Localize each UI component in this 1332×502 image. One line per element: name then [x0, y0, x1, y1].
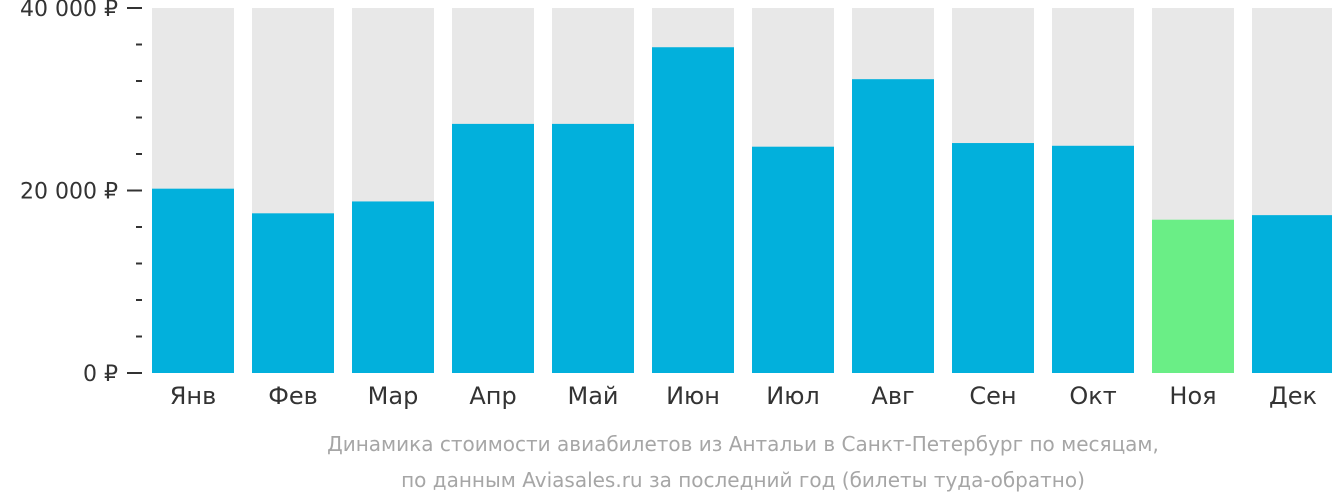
chart-caption-line-1: Динамика стоимости авиабилетов из Анталь… [327, 432, 1159, 456]
bar [852, 79, 934, 374]
y-tick-label: 0 ₽ [83, 362, 118, 387]
bar [152, 188, 234, 373]
bar [352, 201, 434, 373]
bar [452, 123, 534, 373]
y-tick-label: 20 000 ₽ [20, 180, 118, 205]
bar [552, 123, 634, 373]
y-tick-label: 40 000 ₽ [20, 0, 118, 22]
bar [952, 143, 1034, 373]
bar [752, 146, 834, 373]
x-tick-label: Май [567, 382, 618, 410]
x-tick-label: Окт [1069, 382, 1116, 410]
bar [1052, 145, 1134, 373]
x-tick-label: Апр [469, 382, 516, 410]
bar-cheapest-month [1152, 219, 1234, 373]
x-tick-label: Мар [368, 382, 419, 410]
x-tick-label: Июн [666, 382, 720, 410]
bar [652, 47, 734, 374]
x-tick-label: Авг [871, 382, 914, 410]
x-tick-label: Июл [766, 382, 820, 410]
x-tick-label: Сен [969, 382, 1016, 410]
x-tick-label: Фев [268, 382, 318, 410]
x-tick-label: Янв [170, 382, 217, 410]
bar [1252, 215, 1332, 373]
x-tick-label: Дек [1269, 382, 1317, 410]
price-bar-chart: 0 ₽ 20 000 ₽ 40 000 ₽ Янв Фев Мар Апр Май Июн Июл… [20, 0, 1332, 410]
x-tick-label: Ноя [1169, 382, 1216, 410]
bar [252, 213, 334, 373]
chart-caption-line-2: по данным Aviasales.ru за последний год … [401, 468, 1085, 492]
